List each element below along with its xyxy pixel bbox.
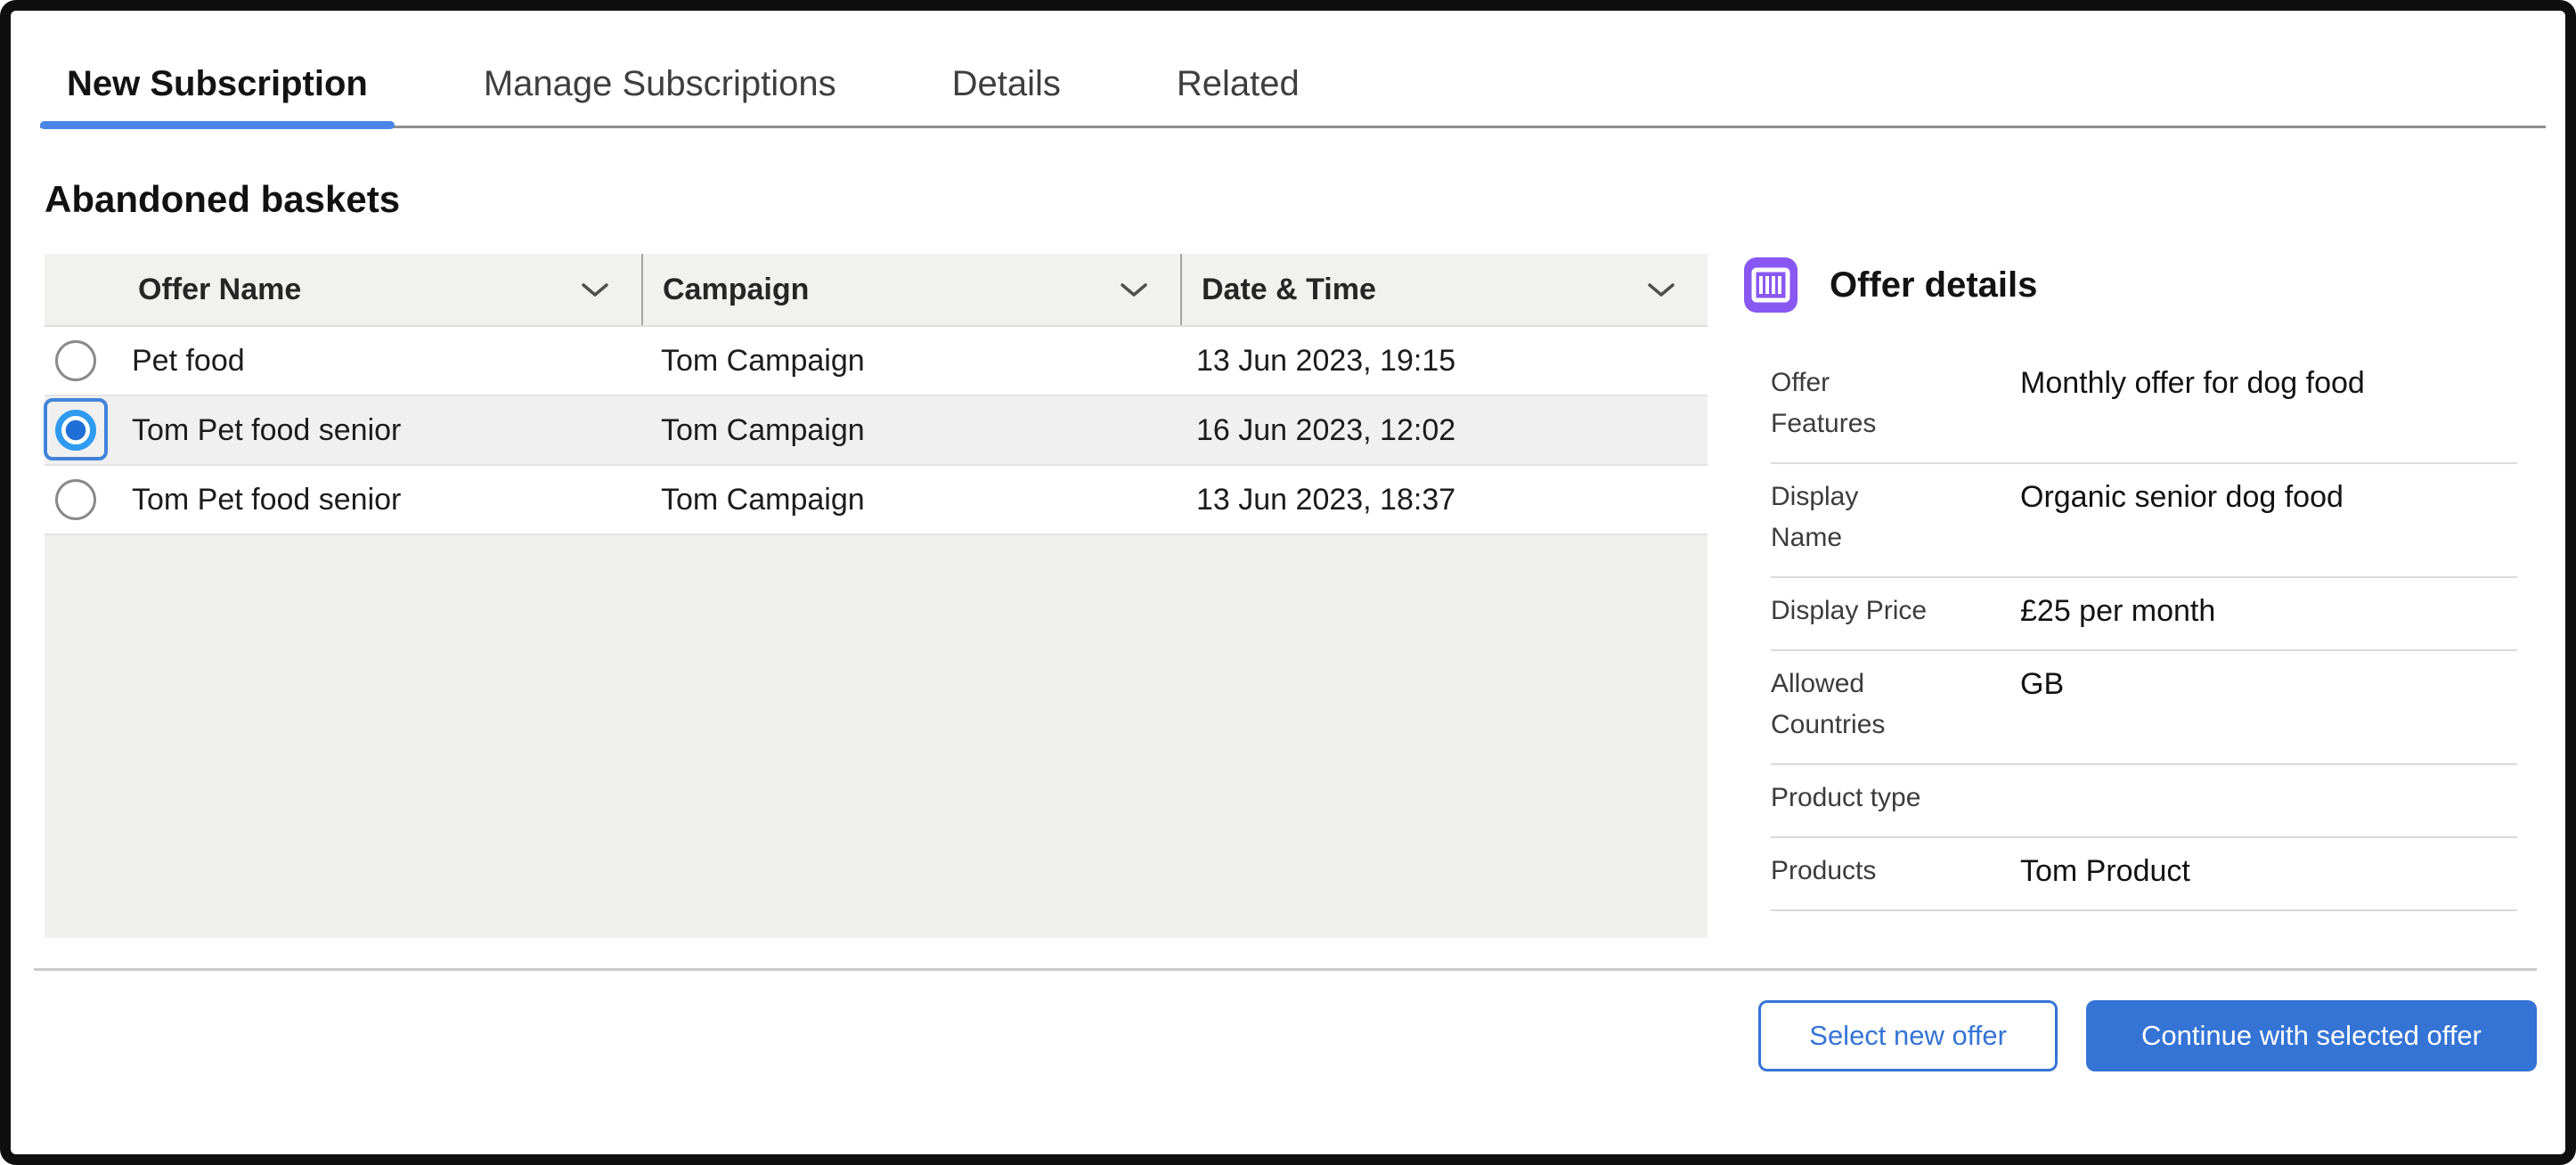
column-header-label: Campaign	[663, 272, 810, 306]
active-tab-underline	[40, 121, 395, 129]
campaign-cell: Tom Campaign	[661, 482, 865, 517]
column-header-campaign[interactable]: Campaign	[641, 254, 1180, 325]
tab-details[interactable]: Details	[925, 65, 1088, 102]
offer-details-title: Offer details	[1830, 265, 2038, 305]
tab-label: New Subscription	[67, 64, 368, 103]
offer-barcode-icon	[1744, 257, 1797, 313]
tab-related[interactable]: Related	[1150, 65, 1326, 102]
field-products: Products Tom Product	[1771, 838, 2517, 911]
offer-name-cell: Tom Pet food senior	[45, 479, 641, 520]
date-time-cell: 13 Jun 2023, 18:37	[1196, 482, 1456, 517]
field-label: Display Price	[1771, 596, 1928, 625]
offer-name-value: Tom Pet food senior	[132, 412, 402, 447]
tab-label: Related	[1176, 64, 1300, 103]
table-row[interactable]: Pet food Tom Campaign 13 Jun 2023, 19:15	[45, 327, 1708, 396]
tab-label: Manage Subscriptions	[483, 64, 836, 103]
table-row[interactable]: Tom Pet food senior Tom Campaign 13 Jun …	[45, 466, 1708, 535]
field-label: Products	[1771, 856, 1877, 885]
field-value: £25 per month	[2020, 594, 2216, 628]
table-empty-area	[45, 535, 1708, 938]
offer-name-cell: Tom Pet food senior	[45, 410, 641, 451]
offer-name-value: Tom Pet food senior	[132, 482, 402, 517]
offer-name-cell: Pet food	[45, 340, 641, 381]
field-label: Offer Features	[1771, 368, 1877, 438]
radio-button[interactable]	[55, 479, 96, 520]
column-header-label: Offer Name	[138, 272, 302, 306]
field-value: Organic senior dog food	[2020, 480, 2344, 514]
abandoned-baskets-table: Offer Name Campaign Date & Time Pet food…	[44, 254, 1708, 938]
field-display-price: Display Price £25 per month	[1771, 578, 2517, 651]
field-label: Display Name	[1771, 482, 1859, 552]
field-display-name: Display Name Organic senior dog food	[1771, 464, 2517, 578]
table-row-selected[interactable]: Tom Pet food senior Tom Campaign 16 Jun …	[44, 396, 1708, 466]
table-header-row: Offer Name Campaign Date & Time	[45, 254, 1708, 327]
chevron-down-icon[interactable]	[1120, 282, 1148, 297]
column-header-offer-name[interactable]: Offer Name	[45, 254, 641, 325]
tab-label: Details	[951, 64, 1061, 103]
offer-details-panel: Offer details Offer Features Monthly off…	[1744, 257, 2537, 911]
date-time-cell: 16 Jun 2023, 12:02	[1196, 412, 1456, 447]
field-product-type: Product type	[1771, 765, 2517, 838]
page-title: Abandoned baskets	[45, 178, 401, 220]
campaign-cell: Tom Campaign	[661, 343, 865, 378]
footer-actions: Select new offer Continue with selected …	[1758, 1000, 2537, 1071]
campaign-cell: Tom Campaign	[661, 412, 865, 447]
chevron-down-icon[interactable]	[1647, 282, 1675, 297]
select-new-offer-button[interactable]: Select new offer	[1758, 1000, 2058, 1071]
field-value: Monthly offer for dog food	[2020, 366, 2365, 400]
offer-details-fields: Offer Features Monthly offer for dog foo…	[1771, 350, 2517, 911]
column-header-label: Date & Time	[1202, 272, 1376, 306]
field-offer-features: Offer Features Monthly offer for dog foo…	[1771, 350, 2517, 464]
continue-with-selected-offer-button[interactable]: Continue with selected offer	[2086, 1000, 2537, 1071]
column-header-date-time[interactable]: Date & Time	[1180, 254, 1708, 325]
field-label: Product type	[1771, 783, 1921, 812]
tab-bar: New Subscription Manage Subscriptions De…	[40, 11, 2546, 129]
offer-details-header: Offer details	[1744, 257, 2537, 313]
field-value: GB	[2020, 667, 2065, 701]
offer-name-value: Pet food	[132, 343, 245, 378]
field-label: Allowed Countries	[1771, 669, 1886, 739]
footer-divider	[34, 968, 2537, 971]
date-time-cell: 13 Jun 2023, 19:15	[1196, 343, 1456, 378]
radio-button-checked[interactable]	[55, 410, 96, 451]
radio-button[interactable]	[55, 340, 96, 381]
tab-manage-subscriptions[interactable]: Manage Subscriptions	[457, 65, 863, 102]
field-value: Tom Product	[2020, 854, 2190, 888]
field-allowed-countries: Allowed Countries GB	[1771, 651, 2517, 765]
tab-new-subscription[interactable]: New Subscription	[40, 64, 395, 129]
chevron-down-icon[interactable]	[581, 282, 609, 297]
